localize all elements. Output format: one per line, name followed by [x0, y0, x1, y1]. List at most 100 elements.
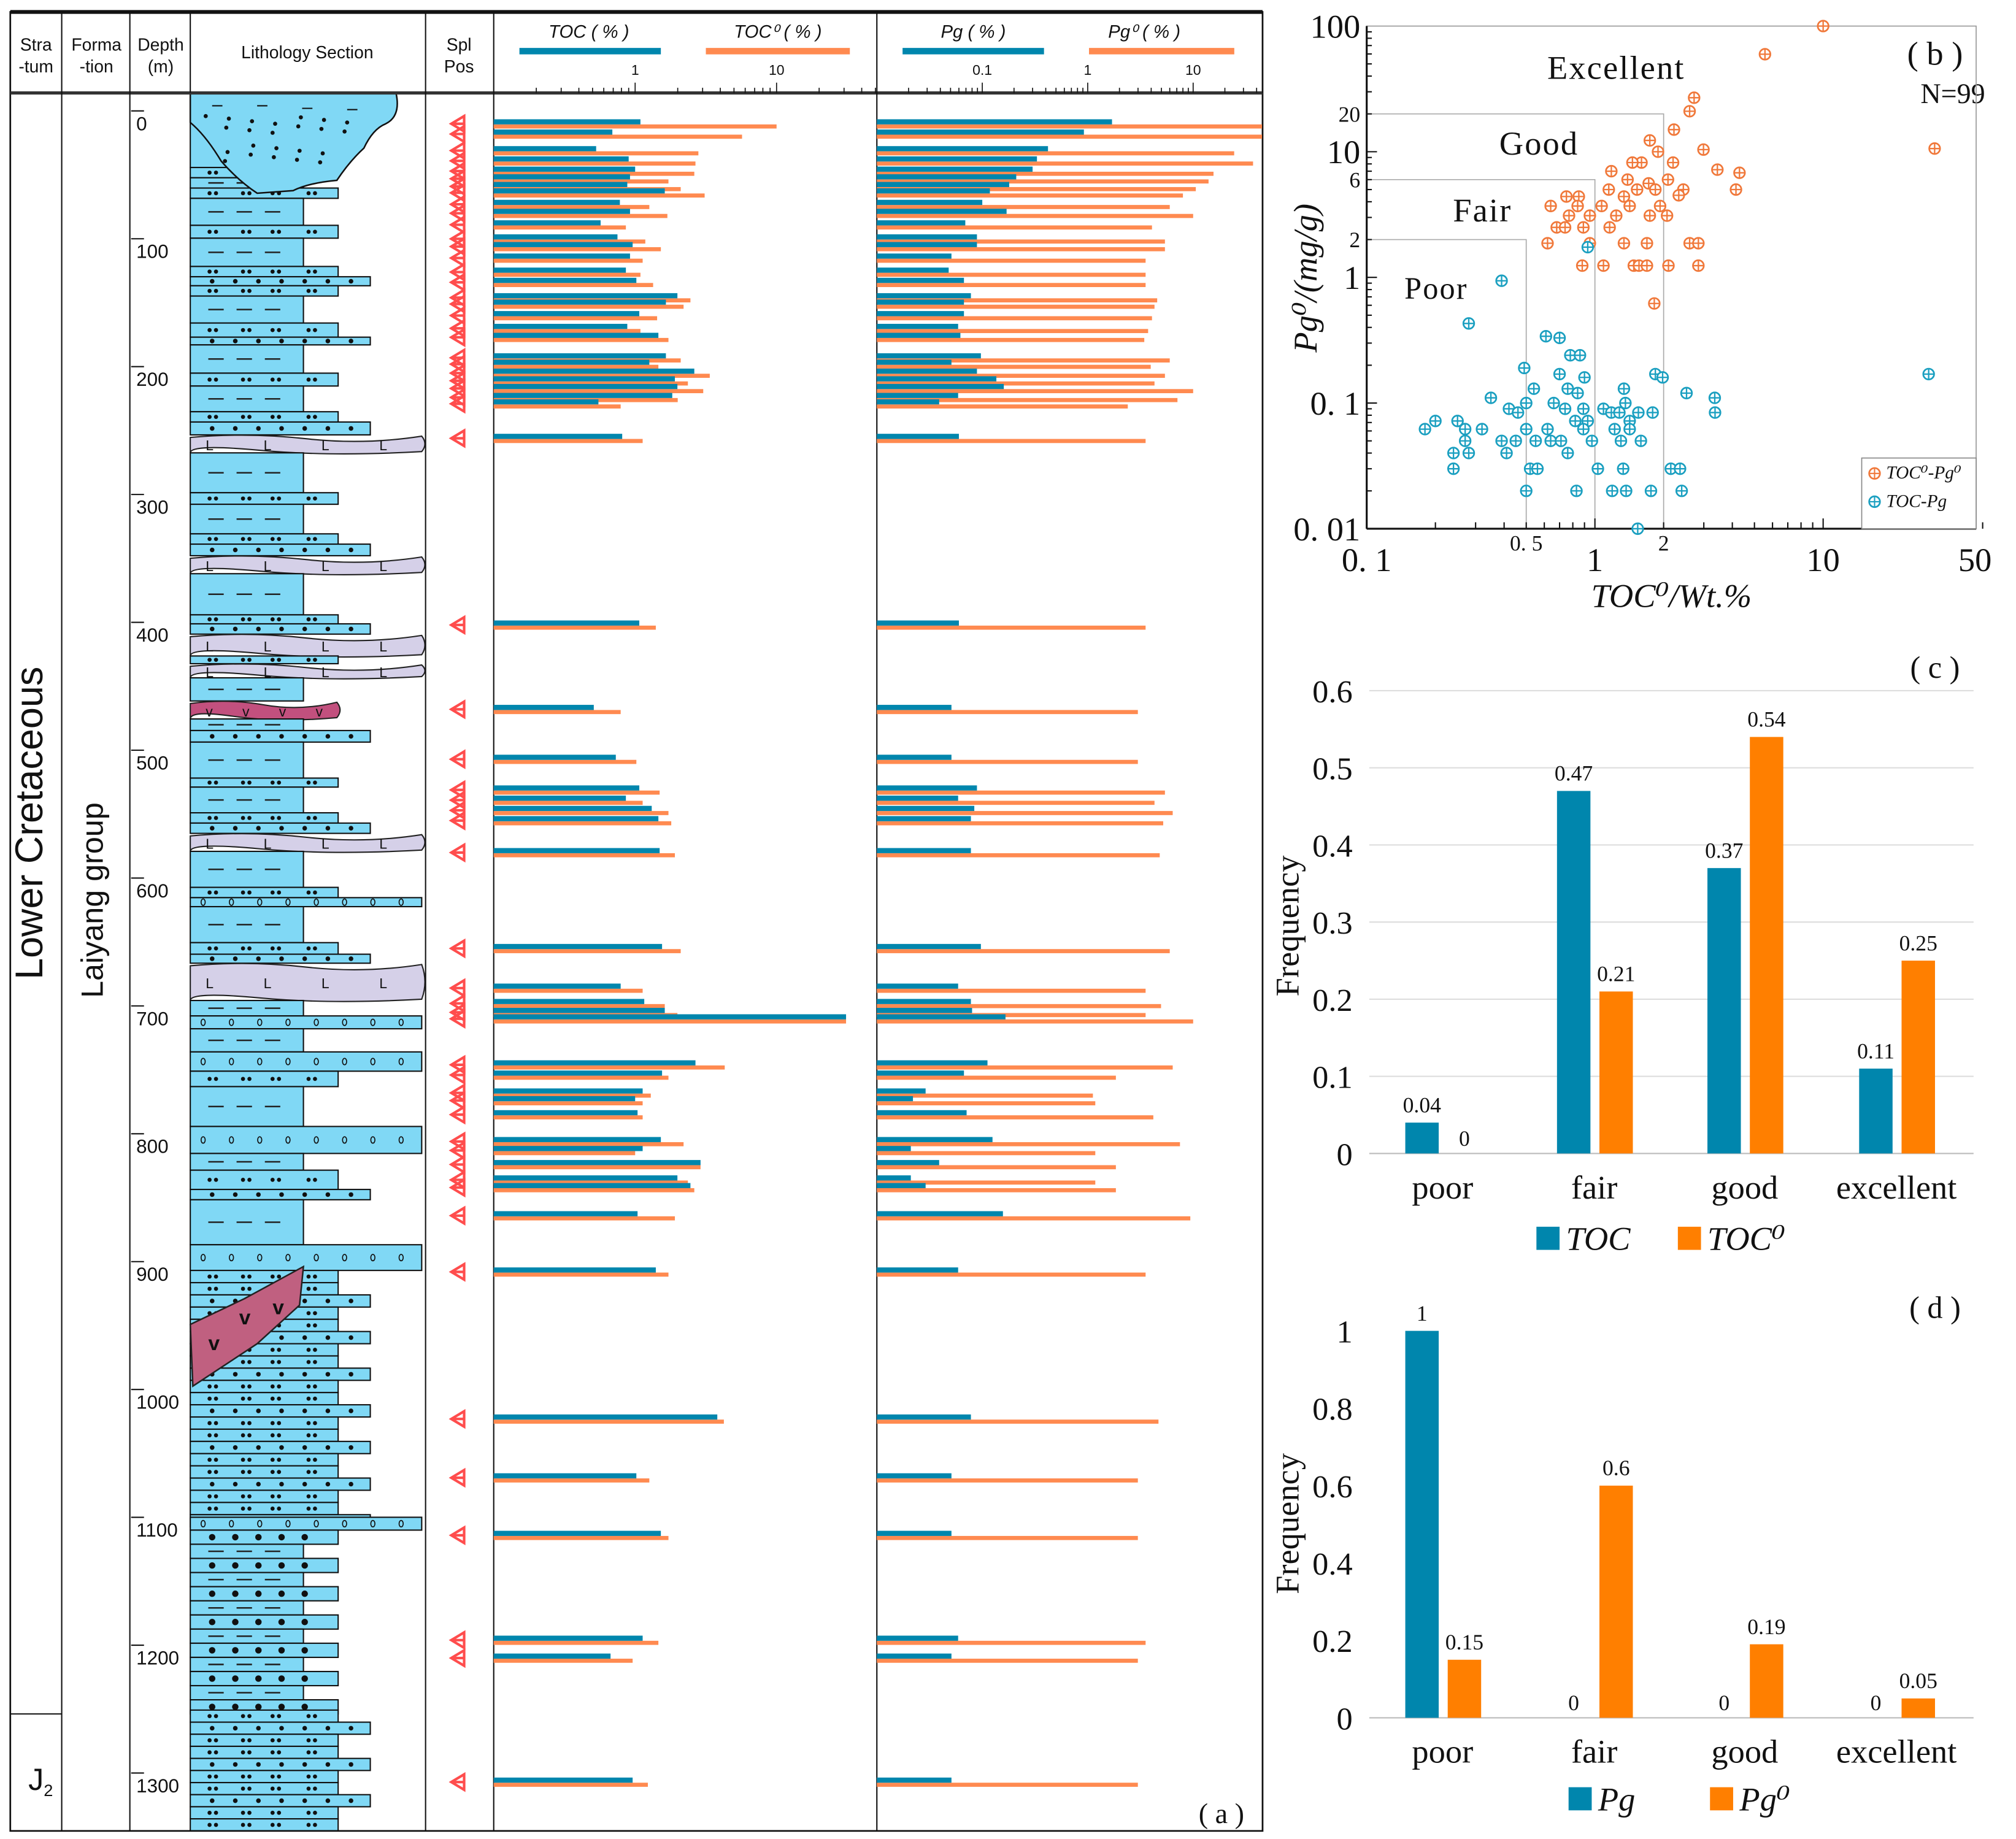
- silt-dot: [240, 617, 245, 622]
- sand-dot: [301, 1590, 308, 1597]
- silt-dot: [240, 1433, 245, 1438]
- scatter-point: [1922, 367, 1935, 381]
- silt-dot: [214, 617, 218, 622]
- silt-dot: [240, 780, 245, 785]
- toc0-bar: [493, 258, 643, 263]
- silt-dot: [214, 496, 218, 501]
- legend-label: Pg⁰: [1739, 1780, 1790, 1818]
- toc0-bar: [493, 1272, 669, 1277]
- toc-bar: [493, 1008, 665, 1013]
- sand-dot: [279, 547, 284, 553]
- pg0-bar: [877, 1783, 1138, 1787]
- x-axis-label: TOC⁰/Wt.%: [1591, 577, 1752, 615]
- bar-value-label: 0.19: [1747, 1614, 1785, 1639]
- sand-dot: [302, 426, 307, 431]
- silt-dot: [313, 1774, 317, 1779]
- silt-dot: [214, 658, 218, 662]
- silt-dot: [247, 816, 252, 820]
- silt-dot: [214, 1396, 218, 1401]
- silt-dot: [214, 1457, 218, 1462]
- silt-dot: [277, 780, 282, 785]
- bar-value-label: 0: [1871, 1691, 1882, 1715]
- point-cross: [1593, 463, 1603, 474]
- scatter-point: [1577, 221, 1590, 234]
- sand-dot: [256, 1481, 261, 1487]
- geochem-bars: [493, 119, 1263, 1787]
- point-cross: [1555, 436, 1566, 447]
- silt-dot: [240, 1810, 245, 1815]
- silt-dot: [207, 288, 212, 293]
- scatter-point: [1569, 415, 1582, 428]
- silt-dot: [207, 1396, 212, 1401]
- sand-dot: [233, 1372, 238, 1377]
- scatter-point: [1697, 143, 1710, 156]
- panel-a: L L L LL L L LL L L LL L L Lv v v vL L L LL L L Lvv v Stra -tu…: [8, 10, 1264, 1832]
- point-cross: [1463, 318, 1474, 329]
- point-cross: [1545, 436, 1556, 447]
- pg-bar: [877, 434, 959, 439]
- y-tick-label: 0.4: [1312, 828, 1352, 864]
- depth-tick-label: 100: [136, 241, 168, 263]
- sample-position-marker: [448, 938, 466, 959]
- silt-dot: [270, 1810, 275, 1815]
- silt-dot: [247, 1774, 252, 1779]
- silt-dot: [207, 1738, 212, 1743]
- pg-bar: [877, 234, 977, 240]
- pebble: [314, 1519, 319, 1528]
- silt-dot: [306, 1738, 311, 1743]
- pg-bar: [877, 796, 958, 801]
- bed-symbol: v: [315, 704, 323, 720]
- silt-dot: [313, 1810, 317, 1815]
- sand-dot: [210, 626, 215, 632]
- bar-value-label: 0: [1459, 1126, 1470, 1151]
- point-cross: [1624, 201, 1635, 212]
- toc-bar: [493, 129, 613, 135]
- pebble: [200, 898, 206, 906]
- silt-dot: [207, 816, 212, 820]
- bed-symbol: L: [379, 836, 387, 852]
- sand-dot: [302, 278, 307, 284]
- sand-dot: [210, 1299, 215, 1303]
- zone-label-fair: Fair: [1453, 191, 1512, 229]
- pebble: [314, 1018, 319, 1026]
- point-cross: [1644, 210, 1655, 221]
- point-cross: [1645, 485, 1656, 496]
- silt-dot: [240, 1470, 245, 1474]
- toc-bar: [1405, 1123, 1439, 1154]
- silt-dot: [214, 328, 218, 332]
- point-cross: [1448, 463, 1459, 474]
- silt-dot: [270, 1274, 275, 1279]
- silt-dot: [214, 1470, 218, 1474]
- toc0-bar: [493, 304, 684, 309]
- silt-dot: [270, 537, 275, 542]
- silt-dot: [270, 1396, 275, 1401]
- pg0-bar: [877, 1019, 1193, 1024]
- toc-bar: [493, 199, 620, 205]
- sand-dot: [256, 339, 261, 344]
- scatter-point: [1729, 183, 1742, 196]
- pg0-bar: [877, 298, 1158, 302]
- sample-position-marker: [448, 790, 466, 810]
- sand-dot: [256, 1726, 261, 1731]
- volcanic-bed: [190, 701, 341, 721]
- panel-label-d: ( d ): [1909, 1291, 1961, 1325]
- pg0-bar: [877, 1151, 1096, 1156]
- point-cross: [1560, 222, 1571, 233]
- sand-dot: [209, 1647, 216, 1654]
- pg-bar: [877, 253, 952, 259]
- sand-dot: [302, 734, 307, 739]
- bed-symbol: L: [264, 639, 272, 655]
- silt-dot: [270, 1822, 275, 1827]
- sand-dot: [302, 1372, 307, 1377]
- sand-dot: [278, 1562, 285, 1569]
- pebble: [342, 1254, 347, 1262]
- pg0-bar: [877, 329, 1148, 334]
- silt-dot: [306, 269, 311, 274]
- silt-dot: [240, 1494, 245, 1499]
- pebble: [200, 1519, 206, 1528]
- silt-dot: [207, 377, 212, 382]
- silt-dot: [240, 377, 245, 382]
- y-tick-label: 0.4: [1312, 1546, 1352, 1582]
- sample-position-marker: [448, 150, 466, 171]
- sample-position-marker: [448, 294, 466, 314]
